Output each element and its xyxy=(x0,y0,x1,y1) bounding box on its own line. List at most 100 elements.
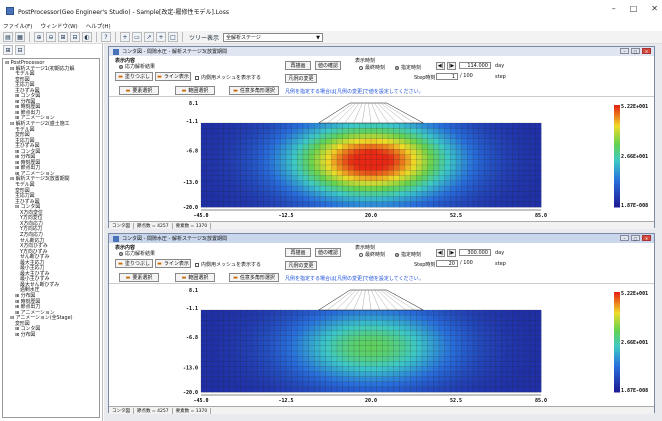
tree-item[interactable]: 変形図 xyxy=(15,320,30,327)
tree-item[interactable]: 最小主ひずみ xyxy=(20,276,50,283)
tree-item[interactable]: ⊟ 解析ステージ1(初期応力解 xyxy=(10,65,75,72)
time-input[interactable]: 300.000 xyxy=(459,249,491,256)
tree-item[interactable]: ⊞ 分布図 xyxy=(15,154,36,161)
plus-icon[interactable]: + xyxy=(156,32,166,42)
tree-item[interactable]: X方向ひずみ xyxy=(20,243,48,250)
tree-item[interactable]: ⊞ アニメーション xyxy=(15,309,55,316)
tree-item[interactable]: ⊞ アニメーション xyxy=(15,170,55,177)
specified-time-radio[interactable]: 指定時刻 xyxy=(395,64,421,71)
tree-item[interactable]: 変形図 xyxy=(15,76,30,83)
zoom-in-icon[interactable]: ⊕ xyxy=(34,32,44,42)
tree-item[interactable]: ⊞ コンタ図 xyxy=(15,93,41,100)
tree-item[interactable]: ⊞ 節点出力 xyxy=(15,109,41,116)
minimize-button[interactable]: – xyxy=(620,48,629,54)
tree-item[interactable]: Y方向ひずみ xyxy=(20,248,48,255)
step-forward-button[interactable]: |▶ xyxy=(447,249,456,257)
mesh-checkbox[interactable]: 内側用メッシュを表示する xyxy=(195,261,261,268)
tree-item[interactable]: ⊞ 分布図 xyxy=(15,98,36,105)
tree-item[interactable]: ⊞ 時刻歴図 xyxy=(15,104,41,111)
tree-item[interactable]: ⊞ 時刻歴図 xyxy=(15,298,41,305)
step-input[interactable]: 20 xyxy=(436,260,458,267)
legend-change-button[interactable]: 凡例の変更 xyxy=(285,74,317,83)
tree-expand-icon[interactable]: ⊞ xyxy=(3,45,13,55)
tree-item[interactable]: せん断応力 xyxy=(20,237,45,244)
cross-icon[interactable]: + xyxy=(120,32,130,42)
time-input[interactable]: 114.000 xyxy=(459,62,491,69)
tree-item[interactable]: 最大せん断ひずみ xyxy=(20,281,60,288)
stress-result-radio[interactable]: 応力解析結果 xyxy=(119,250,155,257)
maximize-button[interactable]: □ xyxy=(631,48,640,54)
tree-item[interactable]: ⊞ 分布図 xyxy=(15,331,36,338)
close-button[interactable]: ✕ xyxy=(642,235,651,241)
tree-item[interactable]: 主応力図 xyxy=(15,137,35,144)
maximize-button[interactable]: □ xyxy=(629,4,638,13)
legend-change-button[interactable]: 凡例の変更 xyxy=(285,261,317,270)
step-input[interactable]: 1 xyxy=(436,73,458,80)
tree-item[interactable]: Y方向応力 xyxy=(20,226,43,233)
save-icon[interactable]: ▦ xyxy=(15,32,25,42)
close-button[interactable]: ✕ xyxy=(651,4,658,13)
minimize-button[interactable]: – xyxy=(611,4,616,13)
stress-result-radio[interactable]: 応力解析結果 xyxy=(119,63,155,70)
tree-item[interactable]: 主応力図 xyxy=(15,82,35,89)
rect-icon[interactable]: □ xyxy=(168,32,178,42)
range-select-button[interactable]: ▬ 範囲選択 xyxy=(175,86,215,95)
final-time-radio[interactable]: 最終時刻 xyxy=(359,251,385,258)
table-icon[interactable]: ⊟ xyxy=(70,32,80,42)
menu-window[interactable]: ウィンドウ(W) xyxy=(40,24,78,30)
tree-item[interactable]: ⊟ 解析ステージ3(放置期間 xyxy=(10,176,70,183)
tree-item[interactable]: 主ひずみ図 xyxy=(15,87,40,94)
range-select-button[interactable]: ▬ 範囲選択 xyxy=(175,273,215,282)
step-back-button[interactable]: ◀| xyxy=(436,62,445,70)
tree-item[interactable]: 最大主ひずみ xyxy=(20,270,50,277)
tree-item[interactable]: 主ひずみ図 xyxy=(15,198,40,205)
arrow-icon[interactable]: ↗ xyxy=(144,32,154,42)
tree-item[interactable]: モデル図 xyxy=(15,126,35,133)
tree-item[interactable]: 最大主応力 xyxy=(20,259,45,266)
tree-item[interactable]: X方向応力 xyxy=(20,220,43,227)
tree-item[interactable]: ⊟ PostProcessor xyxy=(5,60,45,66)
menu-file[interactable]: ファイル(F) xyxy=(3,24,33,30)
help-icon[interactable]: ? xyxy=(101,32,111,42)
tree-item[interactable]: ⊞ 節点出力 xyxy=(15,304,41,311)
element-select-button[interactable]: ▬ 要素選択 xyxy=(119,273,159,282)
specified-time-radio[interactable]: 指定時刻 xyxy=(395,251,421,258)
tree-item[interactable]: ⊟ コンタ図 xyxy=(15,204,41,211)
tree-item[interactable]: 過剰水圧 xyxy=(20,287,40,294)
minimize-button[interactable]: – xyxy=(620,235,629,241)
mesh-checkbox[interactable]: 内側用メッシュを表示する xyxy=(195,74,261,81)
step-back-button[interactable]: ◀| xyxy=(436,249,445,257)
line-button[interactable]: ▬ ライン表示 xyxy=(155,259,191,268)
tree-item[interactable]: 主応力図 xyxy=(15,193,35,200)
tree-item[interactable]: 変形図 xyxy=(15,132,30,139)
fill-button[interactable]: ▬ 塗りつぶし xyxy=(115,259,153,268)
tree-item[interactable]: モデル図 xyxy=(15,182,35,189)
tree-item[interactable]: ⊞ アニメーション xyxy=(15,115,55,122)
line-button[interactable]: ▬ ライン表示 xyxy=(155,72,191,81)
tree-item[interactable]: Y方向変位 xyxy=(20,215,43,222)
polygon-select-button[interactable]: ▬ 任意多角形選択 xyxy=(229,86,279,95)
tree-item[interactable]: Z方向応力 xyxy=(20,231,43,238)
tree-view[interactable]: ⊟ PostProcessor ⊟ 解析ステージ1(初期応力解 モデル図 変形図 主応力… xyxy=(2,58,100,418)
tree-item[interactable]: 主ひずみ図 xyxy=(15,143,40,150)
step-forward-button[interactable]: |▶ xyxy=(447,62,456,70)
redraw-button[interactable]: 再描画 xyxy=(285,248,311,257)
tree-item[interactable]: 最小主応力 xyxy=(20,265,45,272)
tree-view-label[interactable]: ツリー表示 xyxy=(189,34,220,42)
tree-item[interactable]: ⊞ 時刻歴図 xyxy=(15,159,41,166)
window-icon[interactable]: ▭ xyxy=(132,32,142,42)
open-icon[interactable]: ▤ xyxy=(3,32,13,42)
zoom-out-icon[interactable]: ⊖ xyxy=(46,32,56,42)
redraw-button[interactable]: 再描画 xyxy=(285,61,311,70)
menu-help[interactable]: ヘルプ(H) xyxy=(85,24,111,30)
stage-select[interactable]: 全解析ステージ ▼ xyxy=(223,32,324,42)
tree-item[interactable]: ⊞ 節点出力 xyxy=(15,165,41,172)
polygon-select-button[interactable]: ▬ 任意多角形選択 xyxy=(229,273,279,282)
tree-item[interactable]: 変形図 xyxy=(15,187,30,194)
tree-item[interactable]: ⊟ 解析ステージ2(盛土施工 xyxy=(10,121,70,128)
tree-item[interactable]: ⊞ コンタ図 xyxy=(15,326,41,333)
final-time-radio[interactable]: 最終時刻 xyxy=(359,64,385,71)
tree-item[interactable]: X方向変位 xyxy=(20,209,43,216)
tree-item[interactable]: ⊞ 分布図 xyxy=(15,292,36,299)
tree-item[interactable]: モデル図 xyxy=(15,71,35,78)
